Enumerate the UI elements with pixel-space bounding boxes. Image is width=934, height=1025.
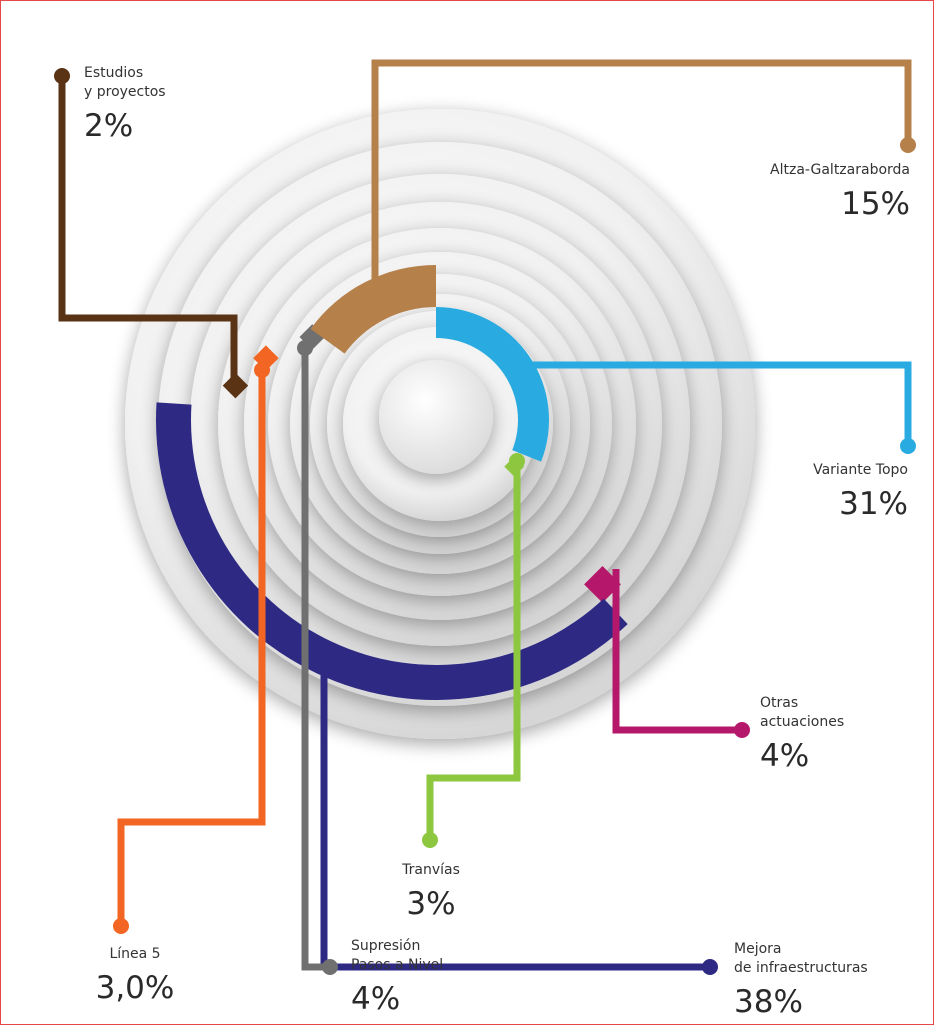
- otras-label-line-2: actuaciones: [760, 714, 844, 730]
- supresion-label-line-1: Supresión: [351, 938, 420, 954]
- center-hub: [379, 360, 493, 474]
- linea5-leader-dot: [113, 918, 129, 934]
- linea5-leader-line: [117, 370, 266, 926]
- slice-labels: Estudios y proyectos 2% Altza-Galtzaraborda…: [84, 65, 910, 1020]
- altza-leader-line: [371, 59, 912, 301]
- ring-arcs: [155, 265, 628, 701]
- otras-leader-line: [612, 569, 742, 734]
- leader-lines: [54, 59, 916, 975]
- altza-label-line-1: Altza-Galtzaraborda: [770, 162, 910, 178]
- supresion-leader-line: [301, 348, 330, 971]
- mejora-label-line-1: Mejora: [734, 941, 781, 957]
- mejora-leader-dot: [316, 650, 332, 666]
- tranvias-leader-dot: [509, 453, 525, 469]
- tranvias-leader-line: [426, 461, 521, 840]
- variante-label-line-1: Variante Topo: [813, 462, 908, 478]
- otras-slice: [584, 566, 621, 603]
- supresion-label-line-2: Pasos a Nivel: [351, 957, 443, 973]
- otras-percent-label: 4%: [760, 738, 809, 774]
- estudios-leader-dot: [54, 68, 70, 84]
- supresion-leader-dot: [297, 340, 313, 356]
- supresion-percent-label: 4%: [351, 981, 400, 1017]
- variante-slice: [436, 307, 549, 462]
- estudios-label-line-1: Estudios: [84, 65, 143, 81]
- mejora-leader-dot: [702, 959, 718, 975]
- otras-label-line-1: Otras: [760, 695, 798, 711]
- variante-leader-line: [517, 361, 912, 446]
- mejora-percent-label: 38%: [734, 984, 803, 1020]
- tranvias-label-line-1: Tranvías: [401, 862, 460, 878]
- estudios-percent-label: 2%: [84, 108, 133, 144]
- estudios-label-line-2: y proyectos: [84, 84, 166, 100]
- tranvias-percent-label: 3%: [406, 886, 455, 922]
- linea5-label-line-1: Línea 5: [109, 946, 160, 962]
- tranvias-leader-dot: [422, 832, 438, 848]
- variante-leader-dot: [509, 357, 525, 373]
- otras-leader-dot: [734, 722, 750, 738]
- altza-percent-label: 15%: [841, 186, 910, 222]
- linea5-leader-dot: [254, 362, 270, 378]
- altza-leader-dot: [367, 293, 383, 309]
- altza-slice: [310, 265, 436, 354]
- estudios-leader-line: [58, 76, 238, 394]
- variante-leader-dot: [900, 438, 916, 454]
- variante-percent-label: 31%: [839, 486, 908, 522]
- concentric-discs: [125, 109, 755, 739]
- mejora-label-line-2: de infraestructuras: [734, 960, 868, 976]
- altza-leader-dot: [900, 137, 916, 153]
- supresion-leader-dot: [322, 959, 338, 975]
- mejora-slice: [155, 402, 628, 701]
- linea5-percent-label: 3,0%: [96, 970, 175, 1006]
